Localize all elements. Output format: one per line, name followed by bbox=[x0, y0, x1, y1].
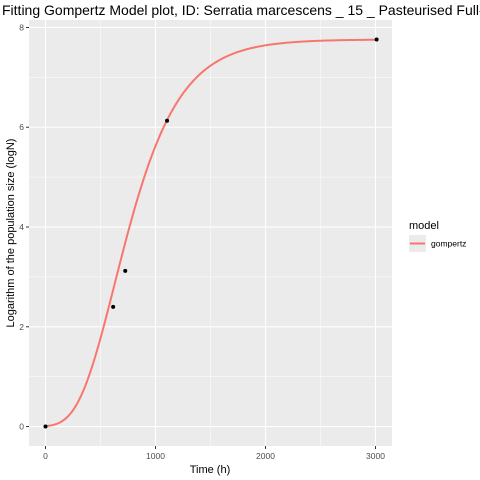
y-tick-label: 8 bbox=[19, 22, 24, 32]
chart-title: Fitting Gompertz Model plot, ID: Serrati… bbox=[2, 2, 480, 18]
x-axis-ticks: 0 1000 2000 3000 bbox=[43, 446, 385, 461]
y-tick-label: 6 bbox=[19, 122, 24, 132]
x-tick-label: 1000 bbox=[146, 451, 165, 461]
y-axis-ticks: 0 2 4 6 8 bbox=[19, 22, 29, 432]
data-point bbox=[43, 424, 48, 429]
data-point bbox=[111, 304, 116, 309]
data-point bbox=[374, 37, 379, 42]
y-tick-label: 0 bbox=[19, 422, 24, 432]
data-points bbox=[43, 37, 379, 429]
data-point bbox=[123, 268, 128, 273]
major-gridlines bbox=[29, 20, 392, 446]
legend-label-gompertz: gompertz bbox=[431, 239, 466, 249]
y-tick-label: 2 bbox=[19, 322, 24, 332]
legend-title: model bbox=[409, 220, 439, 232]
y-tick-label: 4 bbox=[19, 222, 24, 232]
x-tick-label: 0 bbox=[43, 451, 48, 461]
x-axis-title: Time (h) bbox=[190, 464, 231, 476]
gompertz-curve bbox=[45, 38, 377, 428]
x-tick-label: 3000 bbox=[366, 451, 385, 461]
legend: model gompertz bbox=[409, 220, 466, 252]
y-axis-title: Logarithm of the population size (logN) bbox=[5, 139, 17, 328]
data-point bbox=[165, 118, 170, 123]
x-tick-label: 2000 bbox=[256, 451, 275, 461]
